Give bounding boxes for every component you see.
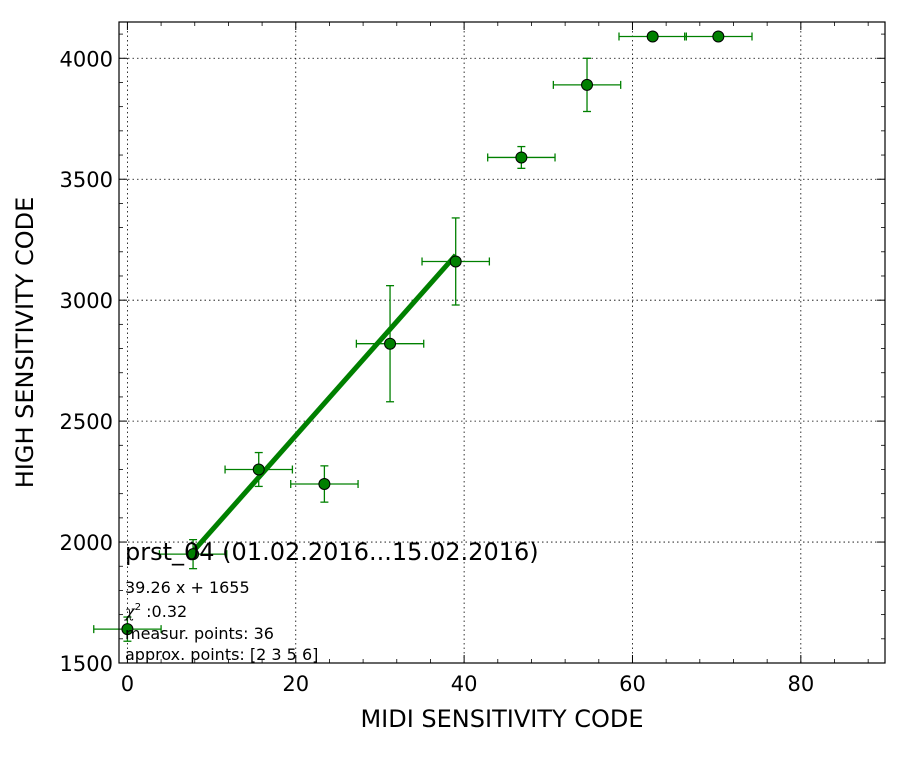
y-axis-label: HIGH SENSITIVITY CODE [11,197,39,489]
annotation-equation: 39.26 x + 1655 [125,578,250,597]
data-point [712,30,725,43]
chi-symbol: χ [124,602,136,621]
chi-superscript: 2 [135,602,141,613]
fit-line [191,253,458,554]
tick-labels: 0 20 40 60 80 1500 2000 2500 3000 3500 4000 [60,47,815,696]
data-point [384,337,397,350]
data-point [187,548,200,561]
y-tick-label: 3500 [60,168,113,192]
annotation-approx-points: approx. points: [2 3 5 6] [125,645,318,664]
x-tick-label: 80 [787,672,814,696]
data-point [449,255,462,268]
y-tick-label: 3000 [60,289,113,313]
annotation-title: prst_04 (01.02.2016...15.02.2016) [125,538,539,566]
data-point [318,478,331,491]
y-tick-label: 2500 [60,410,113,434]
tick-marks [119,22,885,664]
x-axis-label: MIDI SENSITIVITY CODE [360,705,643,733]
data-point [121,623,134,636]
annotation-measured-points: measur. points: 36 [125,624,274,643]
data-point [581,78,594,91]
data-point [515,151,528,164]
data-point [252,463,265,476]
chi-value: :0.32 [141,602,187,621]
fit-annotation: prst_04 (01.02.2016...15.02.2016) 39.26 … [124,538,539,664]
y-tick-label: 2000 [60,531,113,555]
grid-lines [119,22,885,664]
y-tick-label: 1500 [60,652,113,676]
plot-frame [118,21,886,664]
annotation-chi-square: χ2 :0.32 [124,602,187,621]
data-points [121,30,725,636]
x-tick-label: 40 [451,672,478,696]
data-point [646,30,659,43]
x-tick-label: 60 [619,672,646,696]
y-tick-label: 4000 [60,47,113,71]
x-tick-label: 0 [121,672,134,696]
fit-line-group [191,253,458,554]
x-tick-label: 20 [282,672,309,696]
